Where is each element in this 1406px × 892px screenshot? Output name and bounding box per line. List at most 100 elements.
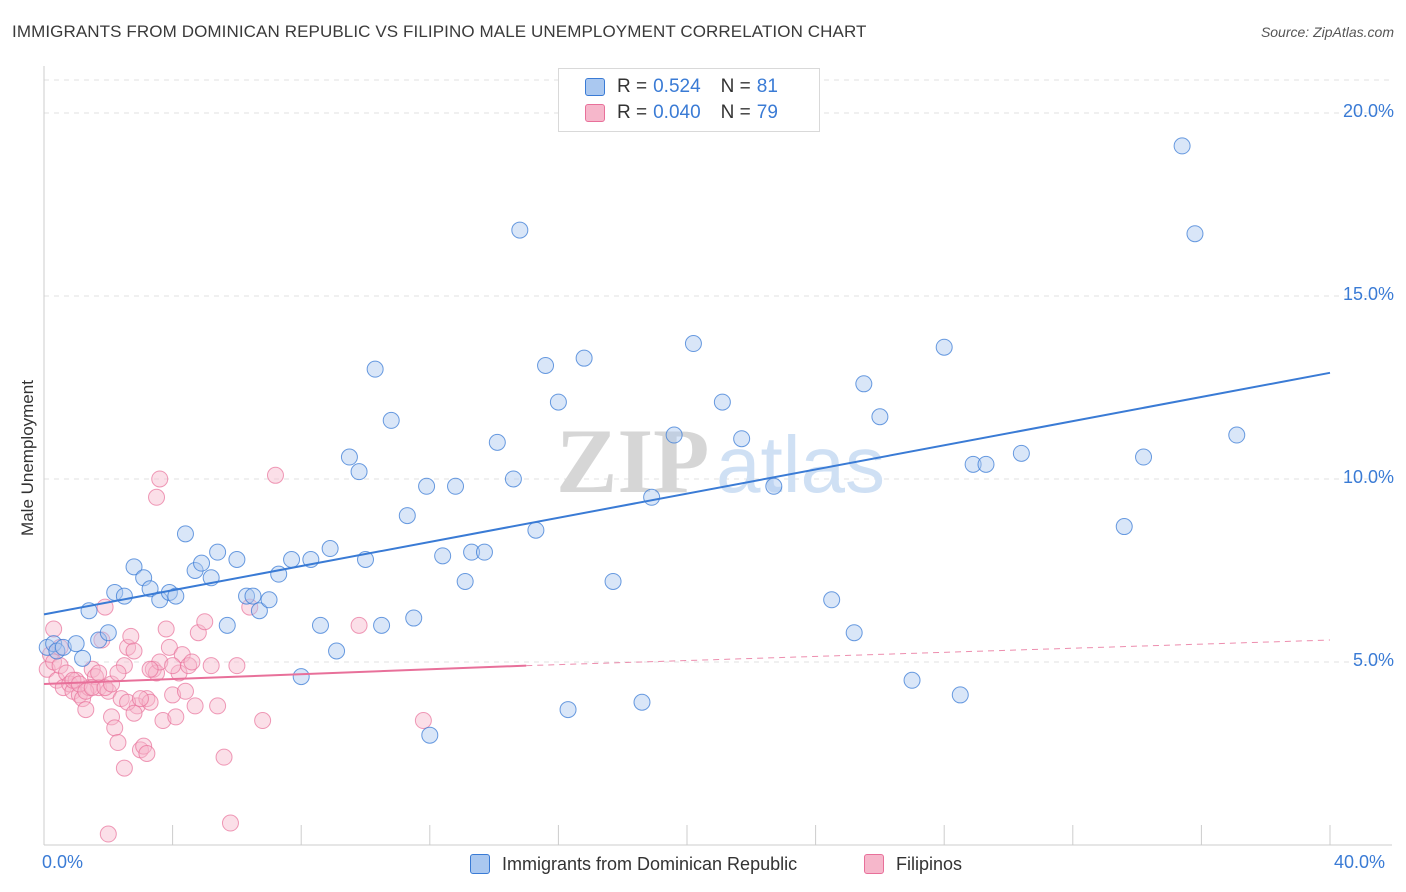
dominican-point: [167, 587, 185, 605]
dominican-point: [823, 591, 841, 609]
chart-title: IMMIGRANTS FROM DOMINICAN REPUBLIC VS FI…: [12, 22, 867, 41]
filipinos-point: [58, 664, 76, 682]
filipinos-point: [176, 682, 194, 700]
dominican-point: [90, 631, 108, 649]
dominican-point: [176, 525, 194, 543]
dominican-point: [575, 349, 593, 367]
filipinos-point: [90, 664, 108, 682]
filipinos-point: [209, 697, 227, 715]
filipinos-point: [119, 693, 137, 711]
filipinos-point: [196, 613, 214, 631]
y-axis-label: Male Unemployment: [18, 380, 37, 536]
filipinos-point: [115, 759, 133, 777]
dominican-point: [765, 477, 783, 495]
dominican-point: [1115, 518, 1133, 536]
legend-swatch-pink: [585, 104, 605, 122]
dominican-points: [38, 137, 1246, 744]
filipinos-point: [122, 627, 140, 645]
dominican-point: [311, 616, 329, 634]
dominican-point: [643, 488, 661, 506]
legend-n-value: 81: [756, 76, 778, 97]
dominican-point: [135, 569, 153, 587]
dominican-point: [1186, 225, 1204, 243]
filipinos-point: [170, 664, 188, 682]
watermark-atlas: atlas: [716, 420, 885, 509]
filipinos-point: [106, 719, 124, 737]
dominican-point: [292, 668, 310, 686]
filipinos-point: [254, 712, 272, 730]
bottom-legend-filipinos: Filipinos: [864, 852, 962, 876]
filipinos-point: [103, 675, 121, 693]
dominican-point: [67, 635, 85, 653]
y-tick-label: 10.0%: [1342, 466, 1394, 487]
filipinos-point: [141, 660, 159, 678]
dominican-point: [366, 360, 384, 378]
dominican-point: [398, 507, 416, 525]
filipinos-point: [183, 653, 201, 671]
x-tick-label-max: 40.0%: [1334, 852, 1386, 872]
dominican-point: [405, 609, 423, 627]
dominican-trend-line: [43, 371, 1331, 616]
dominican-point: [855, 375, 873, 393]
dominican-point: [1135, 448, 1153, 466]
dominican-point: [321, 540, 339, 558]
dominican-point: [684, 335, 702, 353]
axes: [43, 66, 1392, 846]
filipinos-point: [215, 748, 233, 766]
bottom-legend-swatch-pink: [864, 854, 884, 874]
dominican-point: [903, 671, 921, 689]
legend-n-label: N =: [720, 102, 751, 123]
filipinos-trend-line: [43, 664, 527, 685]
dominican-point: [74, 649, 92, 667]
filipinos-point: [157, 620, 175, 638]
filipinos-point: [115, 657, 133, 675]
legend-r-value: 0.040: [653, 102, 701, 123]
filipinos-point: [51, 657, 69, 675]
legend-r-value: 0.524: [653, 76, 701, 97]
dominican-point: [186, 561, 204, 579]
dominican-point: [871, 408, 889, 426]
filipinos-point: [173, 646, 191, 664]
filipinos-point: [164, 686, 182, 704]
filipinos-point: [125, 642, 143, 660]
bottom-legend-label: Filipinos: [896, 853, 963, 874]
dominican-point: [488, 433, 506, 451]
filipinos-point: [131, 690, 149, 708]
dominican-point: [537, 357, 555, 375]
dominican-point: [99, 624, 117, 642]
dominican-point: [559, 701, 577, 719]
filipinos-point: [241, 598, 259, 616]
filipinos-point: [414, 712, 432, 730]
filipinos-point: [189, 624, 207, 642]
dominican-point: [633, 693, 651, 711]
dominican-point: [527, 521, 545, 539]
filipinos-point: [70, 675, 88, 693]
dominican-point: [511, 221, 529, 239]
bottom-legend-swatch-blue: [470, 854, 490, 874]
filipinos-trend-extension: [526, 639, 1331, 667]
dominican-point: [733, 430, 751, 448]
filipinos-point: [266, 466, 284, 484]
dominican-point: [475, 543, 493, 561]
source-label: Source: ZipAtlas.com: [1260, 24, 1394, 40]
x-tick-label-min: 0.0%: [42, 852, 84, 872]
filipinos-point: [83, 679, 101, 697]
dominican-point: [382, 411, 400, 429]
dominican-point: [350, 463, 368, 481]
dominican-point: [283, 550, 301, 568]
legend-row-filipinos: R = 0.040 N = 79: [585, 101, 778, 125]
legend-n-value: 79: [756, 102, 778, 123]
dominican-point: [713, 393, 731, 411]
dominican-point: [421, 726, 439, 744]
dominican-point: [964, 455, 982, 473]
dominican-point: [193, 554, 211, 572]
filipinos-point: [350, 616, 368, 634]
dominican-point: [250, 602, 268, 620]
filipinos-point: [77, 701, 95, 719]
grid-lines: [44, 79, 1392, 663]
legend: R = 0.524 N = 81 R = 0.040 N = 79: [558, 68, 820, 132]
filipinos-point: [186, 697, 204, 715]
filipinos-point: [45, 620, 63, 638]
filipinos-point: [154, 712, 172, 730]
